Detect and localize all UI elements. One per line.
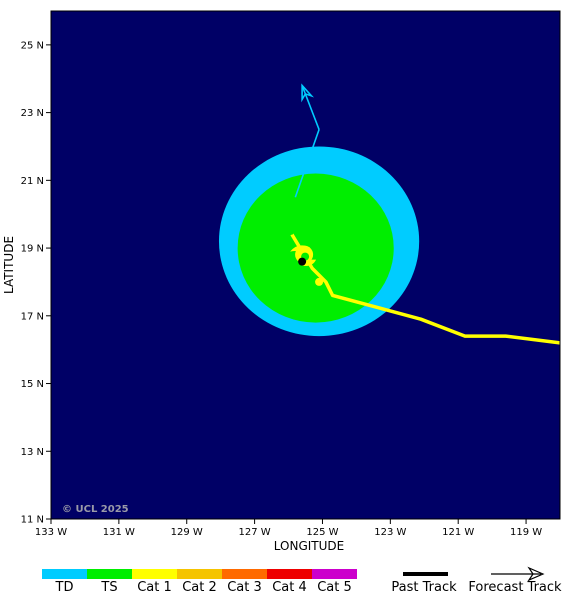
y-tick-label: 25 N bbox=[21, 40, 44, 51]
x-tick-label: 119 W bbox=[510, 527, 542, 538]
y-tick-label: 11 N bbox=[21, 515, 44, 526]
forecast-track-segment bbox=[294, 129, 320, 198]
legend-swatch-cat-1 bbox=[132, 569, 177, 579]
storm-tracks bbox=[290, 83, 561, 345]
x-tick-label: 129 W bbox=[171, 527, 203, 538]
forecast-arrow-icon bbox=[301, 83, 315, 103]
legend-label-cat-3: Cat 3 bbox=[227, 580, 262, 595]
y-tick-label: 23 N bbox=[21, 108, 44, 119]
legend-swatch-ts bbox=[87, 569, 132, 579]
copyright-text: © UCL 2025 bbox=[62, 504, 129, 515]
hurricane-arm-icon bbox=[290, 245, 311, 254]
y-tick-label: 13 N bbox=[21, 447, 44, 458]
legend-swatch-cat-4 bbox=[267, 569, 312, 579]
legend-label-cat-1: Cat 1 bbox=[137, 580, 172, 595]
y-axis-title: LATITUDE bbox=[2, 236, 16, 294]
y-axis-ticks: 25 N 23 N 21 N 19 N 17 N 15 N 13 N 11 N bbox=[21, 40, 51, 526]
x-axis-ticks: 133 W 131 W 129 W 127 W 125 W 123 W 121 W 119 W bbox=[35, 519, 542, 538]
legend-swatch-cat-5 bbox=[312, 569, 357, 579]
y-tick-label: 21 N bbox=[21, 176, 44, 187]
forecast-track-segment bbox=[291, 197, 297, 235]
legend-swatch-cat-3 bbox=[222, 569, 267, 579]
legend-swatch-cat-2 bbox=[177, 569, 222, 579]
y-tick-label: 15 N bbox=[21, 379, 44, 390]
x-tick-label: 125 W bbox=[306, 527, 338, 538]
legend-label-ts: TS bbox=[100, 580, 117, 595]
x-tick-label: 131 W bbox=[103, 527, 135, 538]
y-tick-label: 17 N bbox=[21, 311, 44, 322]
legend-swatch-td bbox=[42, 569, 87, 579]
y-tick-label: 19 N bbox=[21, 244, 44, 255]
track-position-dot bbox=[315, 277, 324, 286]
x-tick-label: 133 W bbox=[35, 527, 67, 538]
x-tick-label: 127 W bbox=[239, 527, 271, 538]
wind-fields bbox=[218, 146, 420, 337]
legend-label-cat-5: Cat 5 bbox=[317, 580, 352, 595]
category-legend: TD TS Cat 1 Cat 2 Cat 3 Cat 4 Cat 5 bbox=[42, 569, 357, 595]
forecast-track-legend-label: Forecast Track bbox=[468, 580, 562, 595]
current-position-dot bbox=[298, 257, 307, 266]
legend-label-cat-4: Cat 4 bbox=[272, 580, 307, 595]
x-tick-label: 123 W bbox=[374, 527, 406, 538]
legend-label-cat-2: Cat 2 bbox=[182, 580, 217, 595]
forecast-track-legend-arrow-icon bbox=[527, 566, 545, 582]
past-track-legend-label: Past Track bbox=[391, 580, 457, 595]
forecast-track-segment bbox=[301, 85, 320, 130]
x-axis-title: LONGITUDE bbox=[274, 539, 344, 553]
current-storm-marker bbox=[290, 245, 324, 286]
legend-label-td: TD bbox=[55, 580, 74, 595]
wind-field-ts bbox=[237, 173, 394, 323]
plot-frame bbox=[50, 10, 561, 520]
past-track-line bbox=[290, 233, 561, 345]
x-tick-label: 121 W bbox=[442, 527, 474, 538]
